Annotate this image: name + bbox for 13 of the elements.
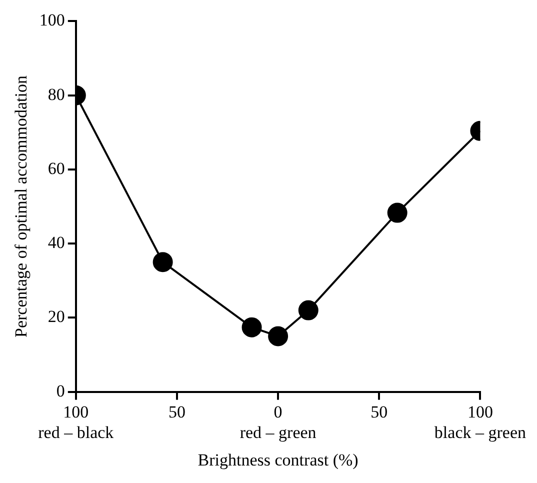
y-tick-label: 60 <box>48 158 65 178</box>
x-axis-title: Brightness contrast (%) <box>198 450 358 470</box>
y-tick-label: 80 <box>48 84 65 104</box>
x-tick-label: 50 <box>370 402 388 422</box>
y-tick-label: 20 <box>48 307 65 326</box>
x-tick-label: 50 <box>168 402 186 422</box>
y-tick-label: 0 <box>56 381 65 400</box>
x-tick-label: 100 black – green <box>434 402 526 442</box>
y-tick-label: 100 <box>39 10 65 30</box>
y-axis-title: Percentage of optimal accommodation <box>12 75 31 338</box>
x-tick-label: 0 red – green <box>240 402 317 442</box>
x-tick-label: 100 red – black <box>38 402 114 442</box>
y-tick-label: 40 <box>48 233 65 252</box>
